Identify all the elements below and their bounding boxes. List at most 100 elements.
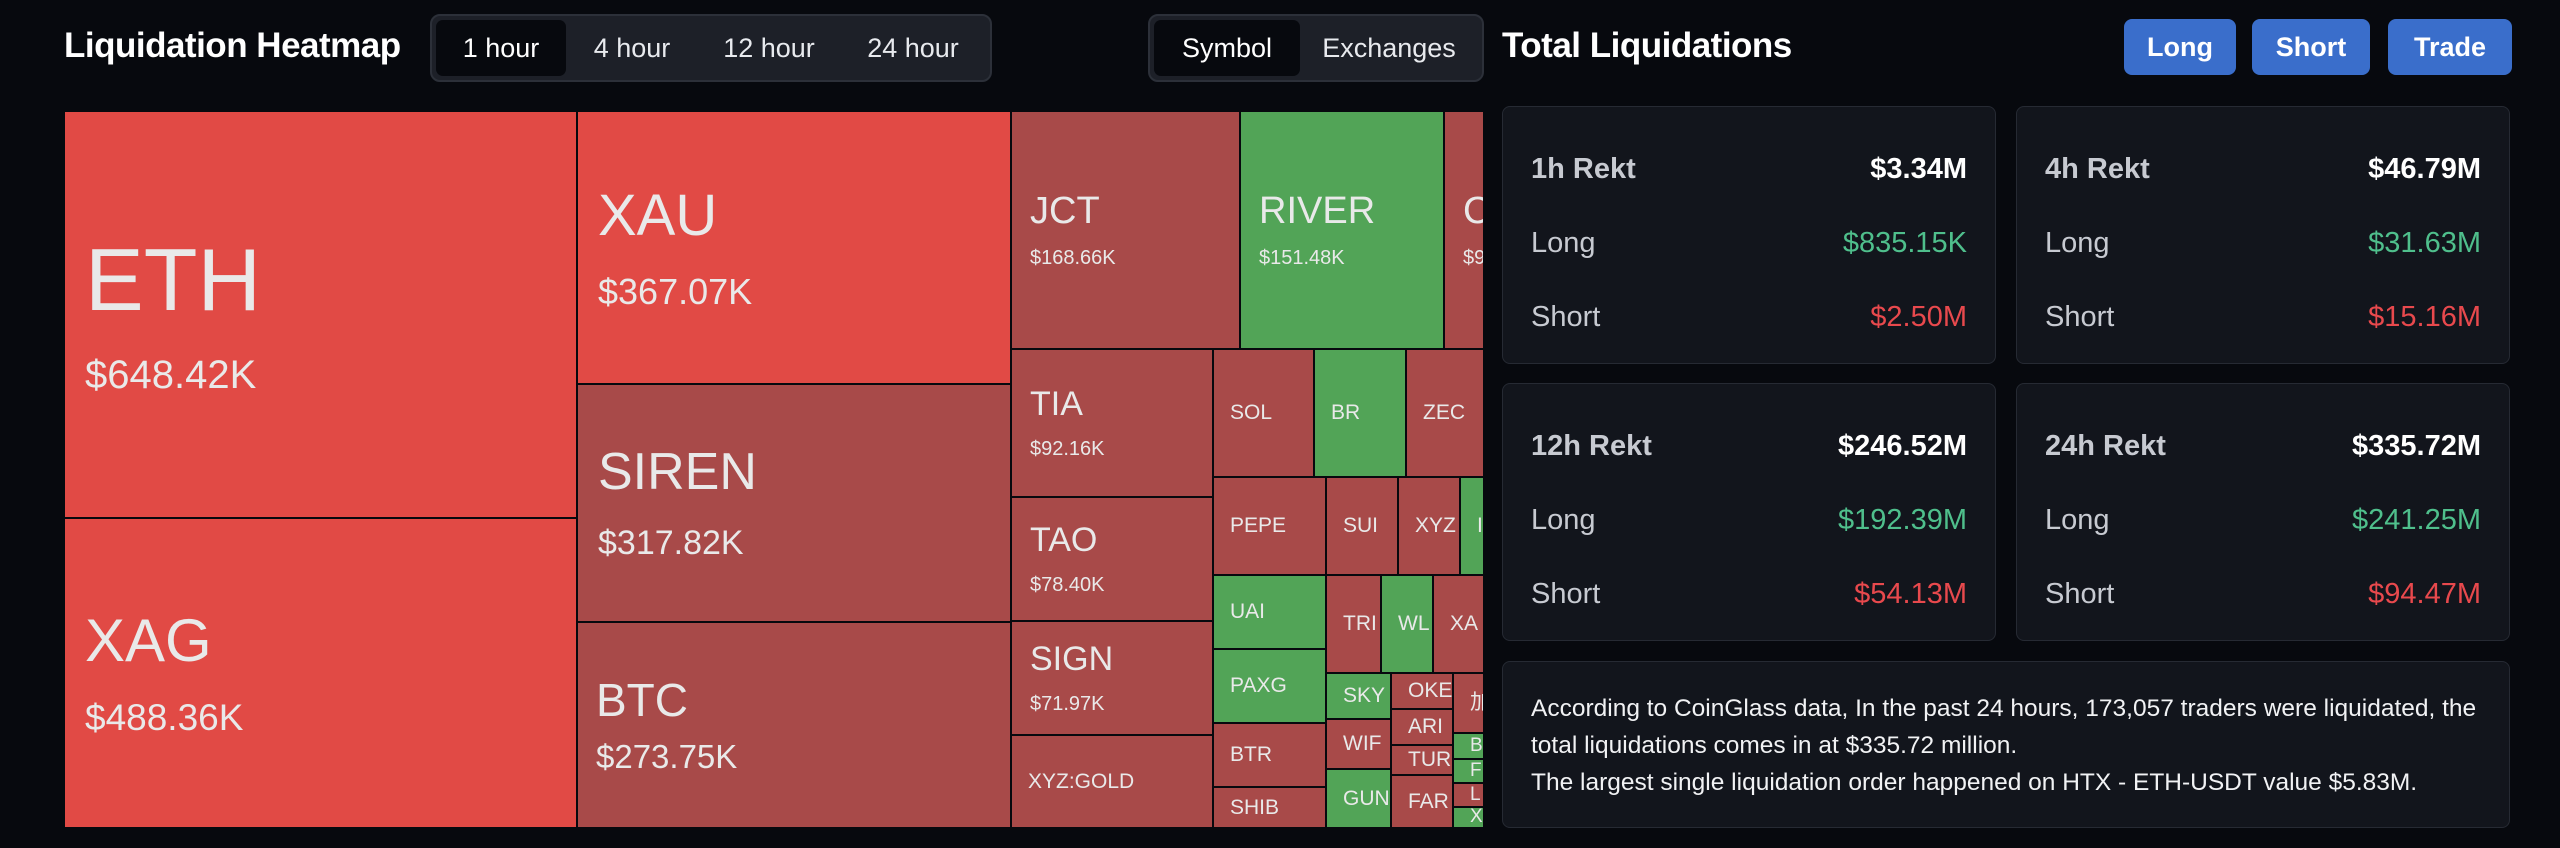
short-liquidations-value: $15.16M [2368, 301, 2481, 333]
tile-symbol: SIGN [1030, 640, 1114, 679]
heatmap-tile[interactable]: GUN [1326, 769, 1391, 828]
rekt-total-row: 1h Rekt $3.34M [1531, 153, 1967, 186]
heatmap-tile[interactable]: WL [1381, 575, 1433, 673]
heatmap-tile[interactable]: 加 [1453, 673, 1484, 733]
heatmap-tile[interactable]: F [1453, 759, 1484, 783]
tile-symbol: C [1463, 190, 1483, 233]
tile-symbol: SUI [1343, 514, 1379, 538]
tile-value: $648.42K [85, 352, 257, 397]
heatmap-tile[interactable]: ETH $648.42K [64, 111, 577, 518]
tile-value: $151.48K [1259, 246, 1345, 269]
heatmap-tile[interactable]: L [1453, 783, 1484, 807]
heatmap-tile[interactable]: TRI [1326, 575, 1381, 673]
summary-text: According to CoinGlass data, In the past… [1531, 695, 2477, 759]
rekt-card: 12h Rekt $246.52M Long $192.39M Short $54.13M [1502, 383, 1996, 641]
rekt-card: 24h Rekt $335.72M Long $241.25M Short $94.47M [2016, 383, 2510, 641]
heatmap-tile[interactable]: SHIB [1213, 787, 1326, 828]
heatmap-tile[interactable]: BTR [1213, 723, 1326, 787]
heatmap-tile[interactable]: SIGN $71.97K [1011, 621, 1213, 735]
heatmap-tile[interactable]: ARI [1391, 709, 1453, 745]
heatmap-tile[interactable]: BTC $273.75K [577, 622, 1011, 828]
time-range-tabs: 1 hour 4 hour 12 hour 24 hour [430, 14, 992, 82]
heatmap-tile[interactable]: XAU $367.07K [577, 111, 1011, 384]
tab-1-hour[interactable]: 1 hour [436, 20, 566, 76]
tab-4-hour[interactable]: 4 hour [593, 32, 671, 63]
long-liquidations-label: Long [2045, 227, 2110, 259]
heatmap-tile[interactable]: JCT $168.66K [1011, 111, 1240, 349]
tile-symbol: XAU [598, 182, 718, 248]
heatmap-tile[interactable]: I [1460, 477, 1484, 575]
heatmap-tile[interactable]: B [1453, 733, 1484, 759]
heatmap-tile[interactable]: RIVER $151.48K [1240, 111, 1444, 349]
heatmap-tile[interactable]: XA [1433, 575, 1484, 673]
rekt-total-value: $246.52M [1838, 430, 1967, 462]
rekt-total-value: $335.72M [2352, 430, 2481, 462]
heatmap-tile[interactable]: OKE [1391, 673, 1453, 709]
long-liquidations-value: $241.25M [2352, 504, 2481, 536]
rekt-total-row: 4h Rekt $46.79M [2045, 153, 2481, 186]
tile-symbol: SOL [1230, 401, 1273, 425]
tile-symbol: BTC [596, 673, 688, 726]
long-liquidations-row: Long $31.63M [2045, 227, 2481, 260]
short-liquidations-value: $94.47M [2368, 578, 2481, 610]
tab-24-hour[interactable]: 24 hour [867, 32, 959, 63]
heatmap-tile[interactable]: PEPE [1213, 477, 1326, 575]
heatmap-tile[interactable]: TIA $92.16K [1011, 349, 1213, 497]
tile-symbol: RIVER [1259, 190, 1376, 233]
heatmap-tile[interactable]: X [1453, 807, 1484, 828]
short-button[interactable]: Short [2252, 19, 2370, 75]
heatmap-tile[interactable]: WIF [1326, 719, 1391, 769]
tab-12-hour[interactable]: 12 hour [723, 32, 815, 63]
tab-exchanges[interactable]: Exchanges [1322, 32, 1456, 63]
rekt-card: 4h Rekt $46.79M Long $31.63M Short $15.16M [2016, 106, 2510, 364]
tile-value: $78.40K [1030, 573, 1105, 596]
long-liquidations-row: Long $192.39M [1531, 504, 1967, 537]
heatmap-tile[interactable]: SUI [1326, 477, 1398, 575]
heatmap-tile[interactable]: PAXG [1213, 649, 1326, 723]
tile-symbol: XA [1450, 612, 1479, 636]
heatmap-tile[interactable]: ZEC [1406, 349, 1484, 477]
heatmap-tile[interactable]: TUR [1391, 745, 1453, 775]
tile-symbol: TIA [1030, 385, 1083, 424]
heatmap-tile[interactable]: XAG $488.36K [64, 518, 577, 828]
heatmap-tile[interactable]: SOL [1213, 349, 1314, 477]
tile-symbol: ARI [1408, 715, 1444, 739]
tile-symbol: I [1477, 514, 1483, 538]
heatmap-tile[interactable]: XYZ [1398, 477, 1460, 575]
trade-button[interactable]: Trade [2388, 19, 2512, 75]
rekt-total-value: $46.79M [2368, 153, 2481, 185]
tab-symbol[interactable]: Symbol [1154, 20, 1300, 76]
liquidation-summary: According to CoinGlass data, In the past… [1502, 661, 2510, 828]
short-liquidations-row: Short $54.13M [1531, 578, 1967, 611]
rekt-card: 1h Rekt $3.34M Long $835.15K Short $2.50M [1502, 106, 1996, 364]
tile-symbol: B [1470, 734, 1483, 756]
tile-value: $92.16K [1030, 437, 1105, 460]
heatmap-tile[interactable]: TAO $78.40K [1011, 497, 1213, 621]
heatmap-tile[interactable]: XYZ:GOLD [1011, 735, 1213, 828]
tile-symbol: WL [1398, 612, 1430, 636]
heatmap-tile[interactable]: C $9 [1444, 111, 1484, 349]
short-liquidations-row: Short $2.50M [1531, 301, 1967, 334]
heatmap-tile[interactable]: SIREN $317.82K [577, 384, 1011, 622]
tile-symbol: WIF [1343, 732, 1382, 756]
heatmap-title: Liquidation Heatmap [64, 26, 401, 65]
tile-symbol: GUN [1343, 786, 1390, 810]
long-button[interactable]: Long [2124, 19, 2236, 75]
view-mode-tabs: Symbol Exchanges [1148, 14, 1484, 82]
heatmap-tile[interactable]: BR [1314, 349, 1406, 477]
short-liquidations-label: Short [2045, 578, 2115, 610]
heatmap-tile[interactable]: FAR [1391, 775, 1453, 828]
long-liquidations-row: Long $835.15K [1531, 227, 1967, 260]
heatmap-tile[interactable]: SKY [1326, 673, 1391, 719]
long-liquidations-value: $31.63M [2368, 227, 2481, 259]
tile-symbol: BTR [1230, 743, 1272, 767]
tile-symbol: XYZ:GOLD [1028, 769, 1135, 793]
rekt-total-label: 4h Rekt [2045, 153, 2150, 185]
tile-symbol: ZEC [1423, 401, 1465, 425]
short-liquidations-label: Short [2045, 301, 2115, 333]
short-liquidations-value: $2.50M [1870, 301, 1967, 333]
summary-largest-order: The largest single liquidation order hap… [1531, 769, 2418, 796]
heatmap-tile[interactable]: UAI [1213, 575, 1326, 649]
tile-symbol: TUR [1408, 748, 1452, 772]
tile-symbol: F [1470, 759, 1482, 781]
